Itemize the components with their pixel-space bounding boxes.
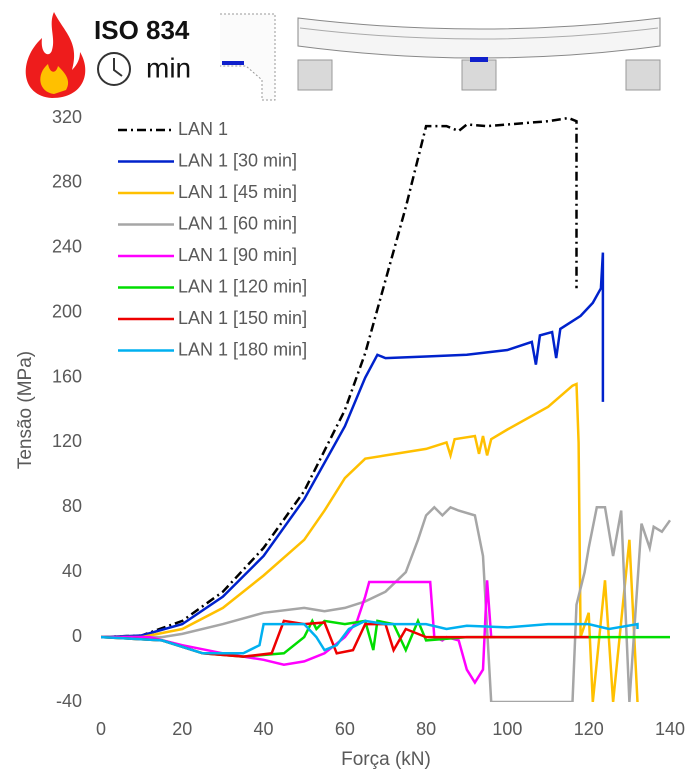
legend-label: LAN 1 [120 min] [178,276,307,296]
series-line [101,580,496,685]
y-tick-label: 160 [52,366,82,386]
beam-line [299,27,659,40]
series-line [101,382,639,702]
header-title: ISO 834 [94,15,190,45]
section-diagram [220,13,276,101]
header-unit: min [146,52,191,83]
header-icons: ISO 834 min [25,12,661,101]
beam-mark [470,57,488,62]
clock-icon [97,52,131,86]
y-tick-label: 0 [72,626,82,646]
x-tick-label: 20 [172,719,192,739]
legend-label: LAN 1 [60 min] [178,213,297,233]
fire-core [40,64,69,94]
series-line [101,252,605,639]
y-tick-label: 240 [52,237,82,257]
support [461,59,497,91]
series-line [101,619,589,658]
x-tick-label: 80 [416,719,436,739]
support [625,59,661,91]
legend-label: LAN 1 [178,119,228,139]
x-axis-label: Força (kN) [341,749,431,770]
beam-diagram [297,17,661,59]
y-tick-label: 320 [52,107,82,127]
y-tick-label: -40 [56,691,82,711]
x-tick-label: 140 [655,719,685,739]
clock-hands [113,58,123,77]
y-tick-label: 80 [62,496,82,516]
x-tick-label: 100 [492,719,522,739]
series-line [101,619,639,655]
x-tick-label: 60 [335,719,355,739]
y-axis-label: Tensão (MPa) [15,351,36,469]
y-tick-label: 120 [52,431,82,451]
y-tick-label: 200 [52,301,82,321]
y-tick-label: 280 [52,172,82,192]
x-tick-label: 40 [254,719,274,739]
support [297,59,333,91]
series-line [101,116,578,639]
y-tick-label: 40 [62,561,82,581]
legend-label: LAN 1 [180 min] [178,339,307,359]
legend-label: LAN 1 [90 min] [178,245,297,265]
x-tick-label: 120 [574,719,604,739]
x-tick-label: 0 [96,719,106,739]
series-line [101,505,672,702]
legend-label: LAN 1 [150 min] [178,308,307,328]
legend-label: LAN 1 [45 min] [178,182,297,202]
legend-label: LAN 1 [30 min] [178,150,297,170]
